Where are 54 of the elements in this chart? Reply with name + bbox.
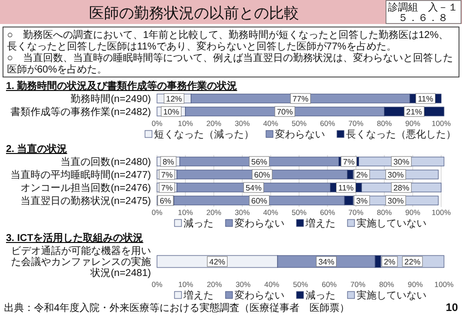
legend-label: 長くなった（悪化した） [346, 128, 456, 140]
data-label: 70% [276, 107, 293, 116]
y-tick-label: 書類作成等の事務作業(n=2482) [10, 106, 151, 118]
data-label: 30% [393, 157, 410, 166]
legend-label: 実施していない [356, 218, 426, 230]
data-label: 11% [338, 183, 354, 192]
text: 2. 当直の状況 [6, 143, 68, 155]
legend-label: 増えた [182, 290, 214, 302]
legend-label: 短くなった（減った） [154, 128, 254, 140]
data-label: 7% [161, 183, 173, 192]
legend-label: 変わらない [234, 290, 284, 302]
text: ５．６．８ [398, 13, 448, 24]
data-label: 3% [356, 196, 368, 206]
text: ○ 当直回数、当直時の睡眠時間等について、例えば当直翌日の勤務状況は、変わらないと回答した医師が60%を占めた。 [7, 52, 454, 76]
text: 3. ICTを活用した取組みの状況 [6, 232, 144, 244]
data-label: 56% [251, 157, 268, 166]
y-tick-label: ビデオ通話が可能な機器を用いた会議やカンファレンスの実施状況(n=2481) [11, 244, 151, 279]
y-tick-label: 当直時の平均睡眠時間(n=2477) [10, 168, 151, 181]
legend-label: 変わらない [234, 218, 284, 230]
data-label: 11% [418, 94, 434, 104]
data-label: 60% [254, 170, 270, 180]
data-label: 6% [160, 196, 172, 206]
source-note: 出典：令和4年度入院・外来医療等における実態調査（医療従事者 医師票） [4, 302, 350, 314]
y-tick-label: 勤務時間(n=2490) [70, 92, 151, 105]
y-tick-label: 当直の回数(n=2480) [60, 156, 151, 168]
data-label: 22% [404, 257, 420, 266]
legend-label: 減った [306, 290, 336, 302]
data-label: 30% [388, 196, 404, 206]
y-tick-label: 当直翌日の勤務状況(n=2475) [20, 194, 151, 207]
data-label: 34% [318, 257, 334, 266]
data-label: 2% [356, 170, 368, 180]
legend-label: 変わらない [275, 128, 325, 140]
text: 医師の勤務状況の以前との比較 [89, 5, 299, 22]
data-label: 10% [163, 107, 180, 116]
data-label: 77% [292, 94, 309, 104]
data-label: 42% [209, 257, 226, 266]
data-label: 30% [388, 170, 404, 180]
text: 診調組 入－１ [388, 2, 458, 14]
legend-label: 減った [184, 218, 214, 230]
data-label: 8% [162, 157, 174, 166]
chart-title: 1. 勤務時間の状況及び書類作成等の事務作業の状況 [6, 80, 238, 92]
data-label: 21% [406, 107, 422, 116]
data-label: 2% [384, 257, 396, 266]
text: ○ 勤務医への調査において、1年前と比較して、勤務時間が短くなったと回答した勤務医は12%、長くなったと回答した医師は11%であり、変わらないと回答した医師が77%を占めた。 [7, 28, 449, 52]
text: 10 [446, 302, 458, 314]
legend-label: 実施していない [356, 290, 426, 302]
data-label: 54% [246, 183, 262, 192]
data-label: 12% [166, 94, 182, 104]
data-label: 28% [393, 183, 410, 192]
data-label: 7% [161, 170, 173, 180]
y-tick-label: オンコール担当回数(n=2476) [20, 182, 151, 194]
data-label: 7% [343, 157, 355, 166]
data-label: 60% [251, 196, 268, 206]
legend-label: 増えた [304, 218, 336, 230]
